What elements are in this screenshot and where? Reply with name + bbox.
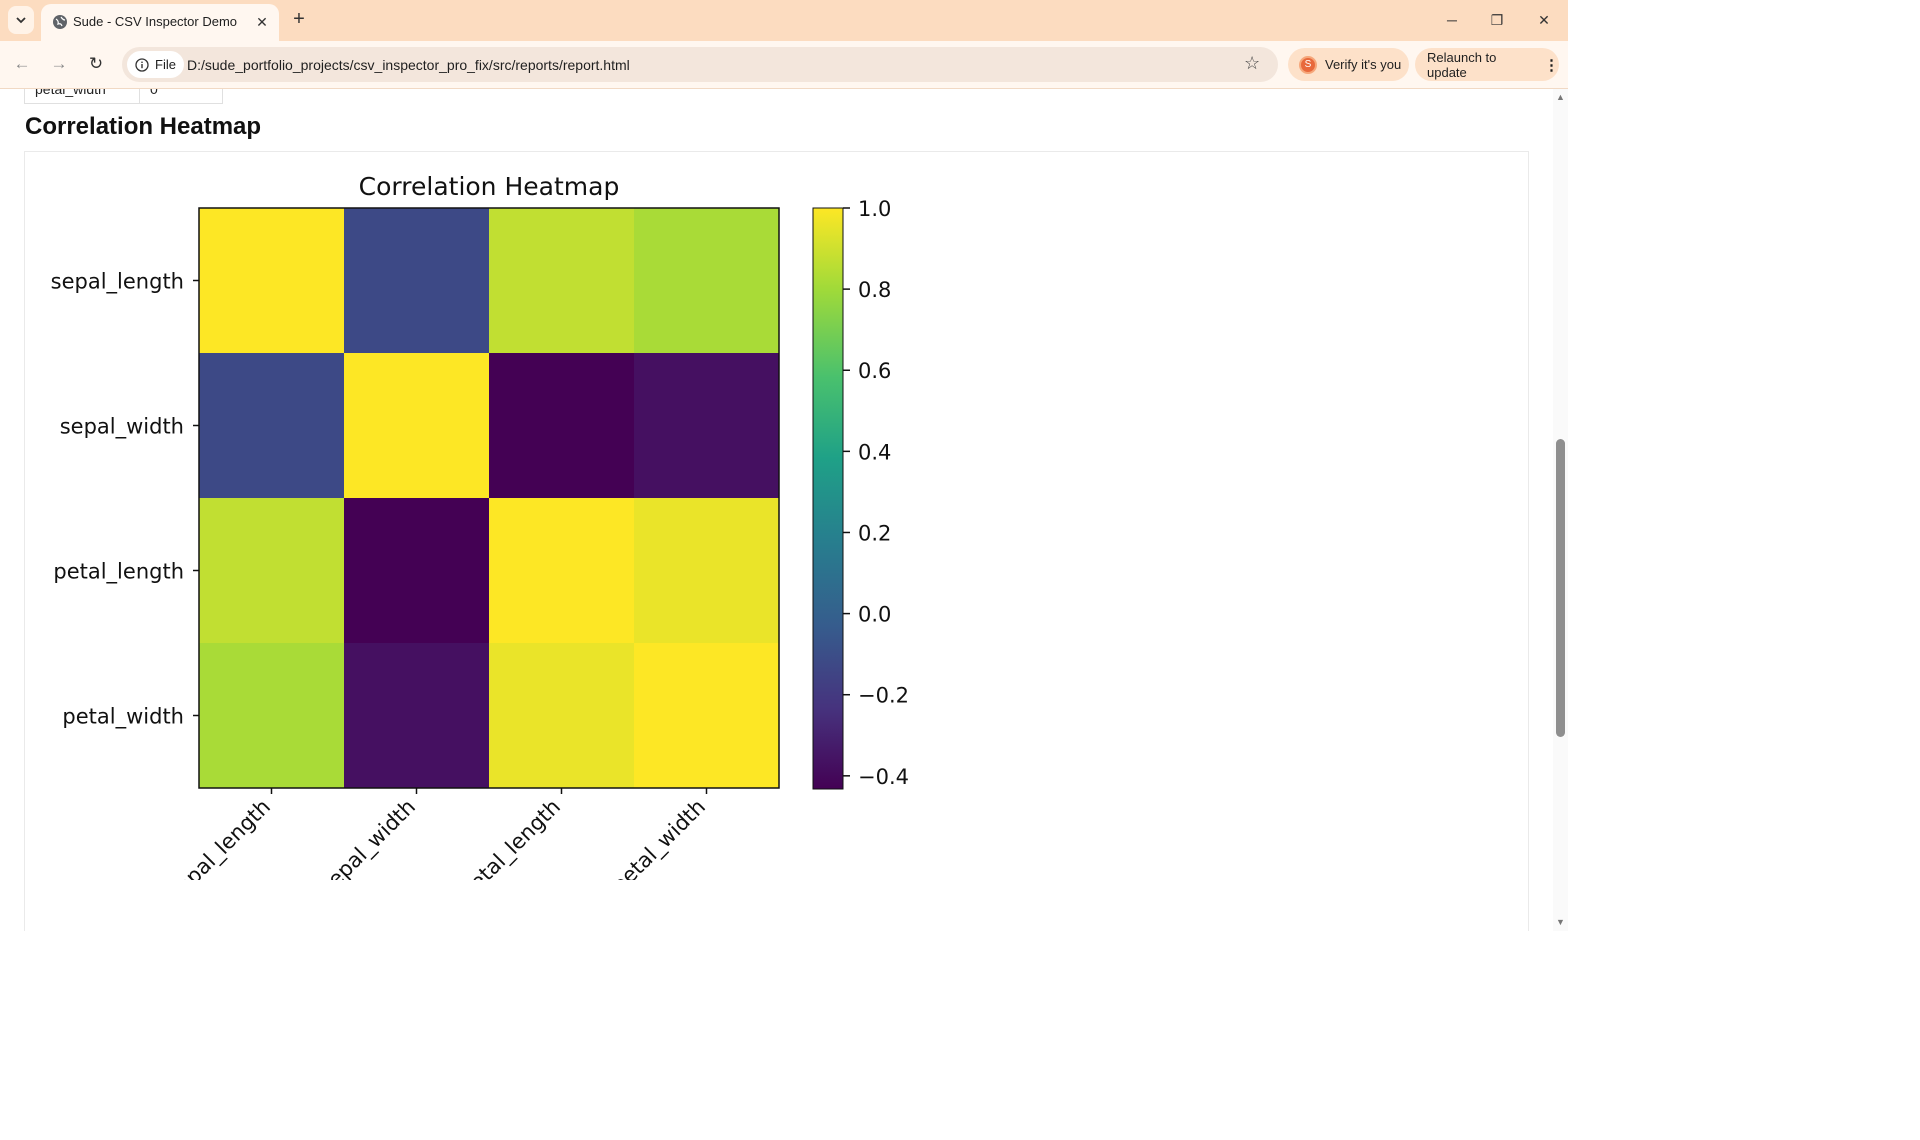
browser-tab[interactable]: Sude - CSV Inspector Demo ✕ [41, 4, 279, 41]
colorbar-tick-label: 0.6 [858, 359, 891, 383]
bookmark-star-icon[interactable]: ☆ [1244, 53, 1261, 73]
info-icon [135, 57, 149, 72]
heatmap-figure: Correlation Heatmap sepal_length sepal_wi… [24, 151, 1529, 931]
x-tick-label: sepal_length [164, 795, 276, 880]
tab-search-button[interactable] [8, 6, 34, 34]
colorbar-tick-label: 0.4 [858, 440, 891, 464]
colorbar-tick-label: −0.2 [858, 684, 909, 708]
globe-icon [53, 15, 67, 29]
page-content: petal_width 0 Correlation Heatmap Correl… [0, 89, 1553, 931]
heatmap-cell [199, 498, 345, 644]
x-tick-label: petal_length [456, 795, 566, 880]
x-tick-label: petal_width [607, 795, 711, 880]
heatmap-cell [199, 643, 345, 789]
relaunch-button[interactable]: Relaunch to update ⋮ [1415, 48, 1559, 81]
tab-title: Sude - CSV Inspector Demo [73, 14, 238, 29]
verify-label: Verify it's you [1325, 57, 1402, 72]
heatmap-cell [344, 353, 490, 499]
heatmap-cell [344, 498, 490, 644]
table-cell-value: 0 [150, 89, 158, 97]
avatar: S [1299, 55, 1317, 74]
relaunch-label: Relaunch to update [1427, 49, 1497, 80]
y-tick-label: sepal_length [51, 270, 184, 295]
y-tick-label: petal_width [62, 705, 184, 730]
address-bar[interactable]: File D:/sude_portfolio_projects/csv_insp… [122, 47, 1278, 82]
scrollbar-thumb[interactable] [1556, 439, 1565, 737]
restore-button[interactable]: ❐ [1490, 12, 1504, 28]
heatmap-cell [634, 643, 780, 789]
heatmap-cell [344, 643, 490, 789]
heatmap-cell [489, 643, 635, 789]
heatmap-cell [344, 208, 490, 354]
y-tick-label: petal_length [53, 560, 184, 585]
menu-kebab-icon[interactable]: ⋮ [1544, 56, 1559, 74]
site-info-chip[interactable]: File [127, 51, 184, 78]
chevron-down-icon [16, 17, 26, 24]
colorbar-tick-label: 1.0 [858, 197, 891, 221]
forward-arrow-icon[interactable]: → [50, 54, 68, 73]
browser-toolbar: ← → ↻ File D:/sude_portfolio_projects/cs… [0, 41, 1568, 89]
verify-button[interactable]: S Verify it's you [1288, 48, 1409, 81]
x-tick-label: sepal_width [315, 795, 421, 880]
heatmap-cell [489, 353, 635, 499]
heatmap-cell [634, 208, 780, 354]
url-text[interactable]: D:/sude_portfolio_projects/csv_inspector… [187, 57, 630, 73]
y-tick-label: sepal_width [60, 415, 184, 440]
heatmap-cell [634, 498, 780, 644]
new-tab-button[interactable]: + [293, 8, 305, 30]
heatmap-cell [634, 353, 780, 499]
colorbar-tick-label: 0.2 [858, 521, 891, 545]
file-chip-label: File [155, 57, 176, 72]
table-cell-label: petal_width [25, 89, 140, 103]
heatmap-cell [199, 353, 345, 499]
browser-titlebar: Sude - CSV Inspector Demo ✕ + ─ ❐ ✕ [0, 0, 1568, 41]
section-title: Correlation Heatmap [25, 113, 262, 140]
reload-icon[interactable]: ↻ [88, 54, 104, 73]
chart-title: Correlation Heatmap [359, 172, 620, 201]
close-window-button[interactable]: ✕ [1538, 12, 1550, 28]
heatmap-cell [489, 208, 635, 354]
vertical-scrollbar[interactable]: ▲ ▼ [1553, 89, 1568, 931]
heatmap-chart: Correlation Heatmap sepal_length sepal_wi… [51, 172, 909, 880]
heatmap-cell [199, 208, 345, 354]
scroll-down-icon[interactable]: ▼ [1556, 917, 1565, 927]
minimize-button[interactable]: ─ [1447, 12, 1457, 28]
scroll-up-icon[interactable]: ▲ [1556, 92, 1565, 102]
back-arrow-icon[interactable]: ← [13, 54, 31, 73]
table-row: petal_width 0 [24, 89, 223, 104]
colorbar-tick-label: −0.4 [858, 765, 909, 789]
colorbar [812, 207, 844, 790]
heatmap-cell [489, 498, 635, 644]
tab-close-icon[interactable]: ✕ [256, 14, 268, 30]
colorbar-tick-label: 0.8 [858, 278, 891, 302]
colorbar-tick-label: 0.0 [858, 603, 891, 627]
